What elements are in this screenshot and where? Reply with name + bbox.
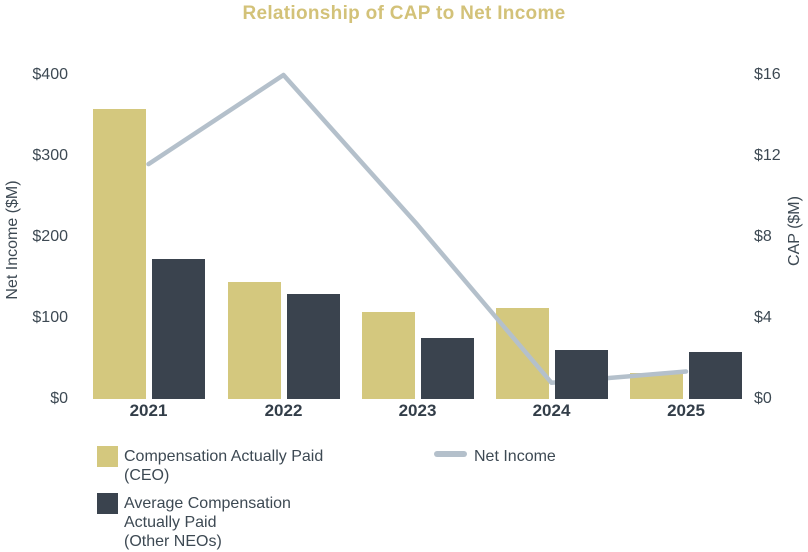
chart-title: Relationship of CAP to Net Income: [242, 3, 566, 24]
bar-cap_neo-2024: [554, 350, 608, 399]
bar-cap_ceo-2022: [227, 281, 281, 399]
net-income-polyline: [146, 72, 689, 386]
bar-cap_ceo-2024: [495, 307, 549, 399]
bar-cap_neo-2023: [420, 338, 474, 399]
bar-cap_ceo-2025: [630, 372, 683, 399]
right-axis-tick: $12: [754, 147, 781, 164]
bar-cap_ceo-2021: [92, 109, 146, 399]
legend-line-swatch-icon: [434, 451, 467, 457]
left-axis-tick: $100: [32, 309, 68, 326]
x-label-2024: 2024: [532, 401, 571, 420]
legend-label-net-income: Net Income: [474, 448, 556, 465]
bar-cap_neo-2025: [689, 352, 742, 399]
left-axis-tick: $0: [50, 390, 68, 407]
right-axis-tick: $4: [754, 309, 772, 326]
left-axis-tick: $300: [32, 147, 68, 164]
right-axis-title: CAP ($M): [786, 196, 803, 266]
right-axis-tick: $8: [754, 228, 772, 245]
left-axis-tick: $400: [32, 66, 68, 83]
x-label-2022: 2022: [264, 401, 303, 420]
bar-cap_neo-2021: [151, 259, 205, 399]
bar-cap_ceo-2023: [361, 311, 415, 399]
x-label-2023: 2023: [398, 401, 437, 420]
x-label-2021: 2021: [129, 401, 168, 420]
legend-swatch-cap-neo-icon: [97, 493, 118, 514]
bar-cap_neo-2022: [286, 293, 340, 399]
right-axis-tick: $0: [754, 390, 772, 407]
x-label-2025: 2025: [667, 401, 705, 420]
legend-label-cap-ceo: Compensation Actually Paid (CEO): [124, 448, 324, 484]
legend-swatch-cap-ceo-icon: [97, 446, 118, 467]
right-axis-tick: $16: [754, 66, 781, 83]
left-axis-tick: $200: [32, 228, 68, 245]
legend-label-cap-neo: Average Compensation Actually Paid (Othe…: [124, 495, 291, 550]
